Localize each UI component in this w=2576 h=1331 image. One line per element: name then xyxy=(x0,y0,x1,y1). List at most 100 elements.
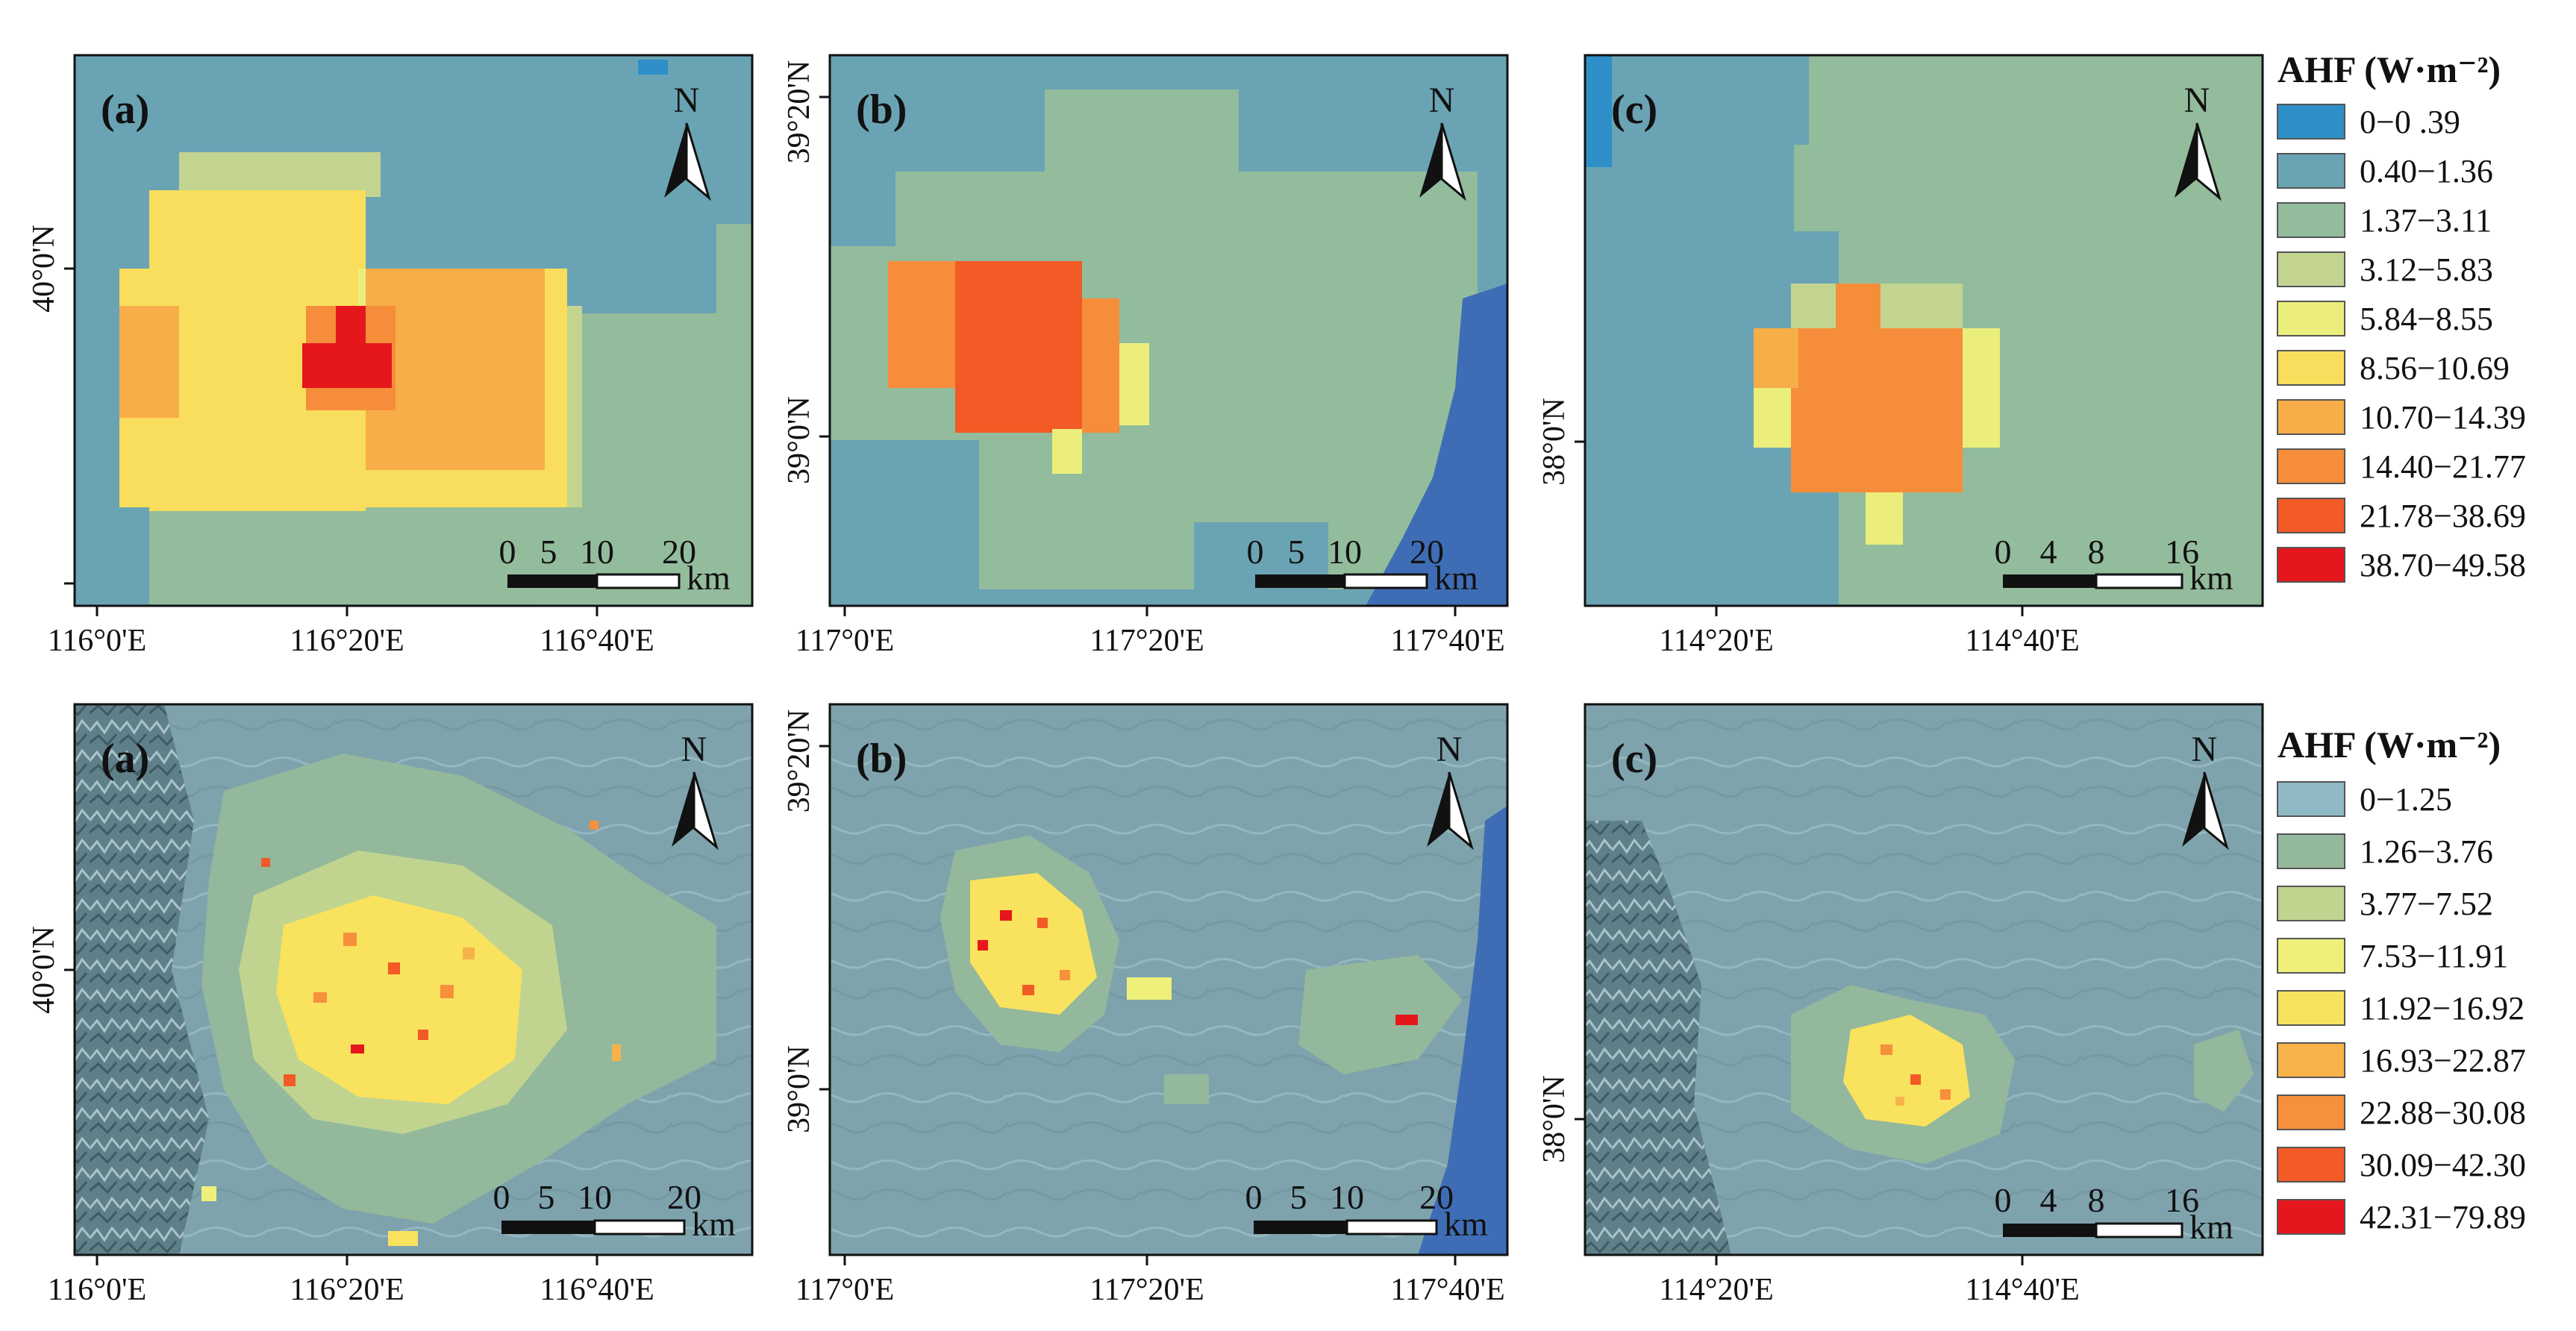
map-panel-bottom-b xyxy=(830,704,1507,1255)
legend-title: AHF (W·m⁻²) xyxy=(2278,48,2501,90)
north-arrow-icon: N xyxy=(1427,730,1474,851)
map-region xyxy=(1052,429,1082,474)
svg-text:4: 4 xyxy=(2040,1181,2057,1219)
urban-core xyxy=(276,895,522,1104)
x-tick-label: 116°20'E xyxy=(290,624,404,658)
svg-text:0: 0 xyxy=(499,533,516,571)
map-region xyxy=(1045,90,1239,194)
x-tick-label: 116°0'E xyxy=(48,1273,146,1307)
panel-frame xyxy=(828,54,1509,607)
y-tick-label: 39°20'N xyxy=(782,710,816,813)
legend-label: 10.70−14.39 xyxy=(2360,399,2526,436)
x-tick-label: 116°40'E xyxy=(540,624,654,658)
y-tick-label: 40°0'N xyxy=(27,926,61,1014)
panel-label: (c) xyxy=(1611,736,1657,782)
svg-text:20: 20 xyxy=(1419,1178,1454,1216)
map-region xyxy=(1866,492,1903,545)
scale-bar: 0 5 10 20 km xyxy=(1247,533,1479,597)
svg-text:16: 16 xyxy=(2165,1181,2199,1219)
legend-label: 22.88−30.08 xyxy=(2360,1094,2526,1131)
map-region xyxy=(830,440,979,606)
map-region xyxy=(179,152,381,197)
map-region xyxy=(1395,1015,1418,1025)
hotspot-cluster xyxy=(978,910,1070,995)
map-region xyxy=(1836,284,1881,328)
map-region xyxy=(302,343,392,388)
legend-label: 0−0 .39 xyxy=(2360,104,2460,140)
map-panel-top-c xyxy=(1585,55,2263,606)
svg-text:N: N xyxy=(1429,81,1455,120)
svg-text:N: N xyxy=(2192,730,2218,769)
legend-swatch xyxy=(2277,547,2345,583)
map-region xyxy=(1164,1074,1209,1104)
legend-swatch xyxy=(2277,990,2345,1026)
svg-text:10: 10 xyxy=(580,533,614,571)
panel-frame xyxy=(73,703,754,1256)
sea-area xyxy=(1418,806,1507,1255)
svg-text:20: 20 xyxy=(667,1178,701,1216)
x-tick-label: 117°40'E xyxy=(1390,624,1504,658)
x-axis-ticks xyxy=(96,1255,2024,1265)
map-region xyxy=(119,306,179,418)
x-tick-label: 117°20'E xyxy=(1090,624,1204,658)
panel-frame xyxy=(828,703,1509,1256)
sea-area xyxy=(1366,284,1507,606)
svg-text:km: km xyxy=(1434,559,1478,597)
svg-text:5: 5 xyxy=(540,533,557,571)
legend-label: 0.40−1.36 xyxy=(2360,153,2493,190)
svg-text:N: N xyxy=(1437,730,1463,769)
legend-label: 11.92−16.92 xyxy=(2360,990,2525,1027)
y-tick-label: 39°0'N xyxy=(782,396,816,484)
legend-label: 5.84−8.55 xyxy=(2360,301,2493,337)
x-tick-label: 114°20'E xyxy=(1659,624,1773,658)
map-region xyxy=(336,306,366,343)
hotspot-cluster xyxy=(201,821,621,1246)
svg-text:8: 8 xyxy=(2088,1181,2105,1219)
legend-label: 3.77−7.52 xyxy=(2360,886,2493,922)
panel-label: (b) xyxy=(856,736,907,782)
y-tick-label: 38°0'N xyxy=(1537,398,1572,486)
legend-swatch xyxy=(2277,153,2345,189)
urban-extent xyxy=(1298,955,1463,1074)
y-tick-label: 39°0'N xyxy=(782,1045,816,1133)
y-tick-label: 40°0'N xyxy=(27,225,61,313)
x-tick-label: 114°20'E xyxy=(1659,1273,1773,1307)
svg-text:4: 4 xyxy=(2040,533,2057,571)
map-region xyxy=(1119,343,1149,425)
svg-text:0: 0 xyxy=(1247,533,1264,571)
svg-text:N: N xyxy=(2184,81,2210,120)
x-tick-label: 117°0'E xyxy=(795,624,894,658)
scale-bar: 0 5 10 20 km xyxy=(1245,1178,1489,1243)
legend-label: 42.31−79.89 xyxy=(2360,1199,2526,1236)
svg-text:8: 8 xyxy=(2088,533,2105,571)
svg-text:km: km xyxy=(1444,1205,1488,1243)
svg-text:km: km xyxy=(687,559,731,597)
north-arrow-icon: N xyxy=(2175,81,2222,201)
legend-swatch xyxy=(2277,350,2345,386)
legend: 0−1.25 1.26−3.76 3.77−7.52 7.53−11.91 11… xyxy=(2277,781,2526,1236)
legend-label: 38.70−49.58 xyxy=(2360,547,2526,583)
legend-swatch xyxy=(2277,1147,2345,1183)
svg-text:5: 5 xyxy=(1288,533,1305,571)
map-region xyxy=(1127,977,1172,1000)
map-region xyxy=(1791,328,1963,492)
legend-label: 8.56−10.69 xyxy=(2360,350,2510,386)
panel-label: (b) xyxy=(856,87,907,133)
hotspot-cluster xyxy=(1881,1045,1951,1106)
legend-swatch xyxy=(2277,886,2345,921)
svg-text:20: 20 xyxy=(1410,533,1444,571)
legend-label: 1.37−3.11 xyxy=(2360,202,2492,239)
y-tick-label: 39°20'N xyxy=(782,60,816,164)
legend-label: 30.09−42.30 xyxy=(2360,1147,2526,1183)
legend-swatch xyxy=(2277,1094,2345,1130)
x-tick-label: 114°40'E xyxy=(1965,1273,2079,1307)
legend-label: 16.93−22.87 xyxy=(2360,1042,2526,1079)
legend-swatch xyxy=(2277,399,2345,435)
x-tick-label: 114°40'E xyxy=(1965,624,2079,658)
legend-swatch xyxy=(2277,938,2345,974)
north-arrow-icon: N xyxy=(664,81,711,201)
svg-text:N: N xyxy=(681,730,707,769)
north-arrow-icon: N xyxy=(1419,81,1466,201)
scale-bar: 0 4 8 16 km xyxy=(1995,533,2234,597)
